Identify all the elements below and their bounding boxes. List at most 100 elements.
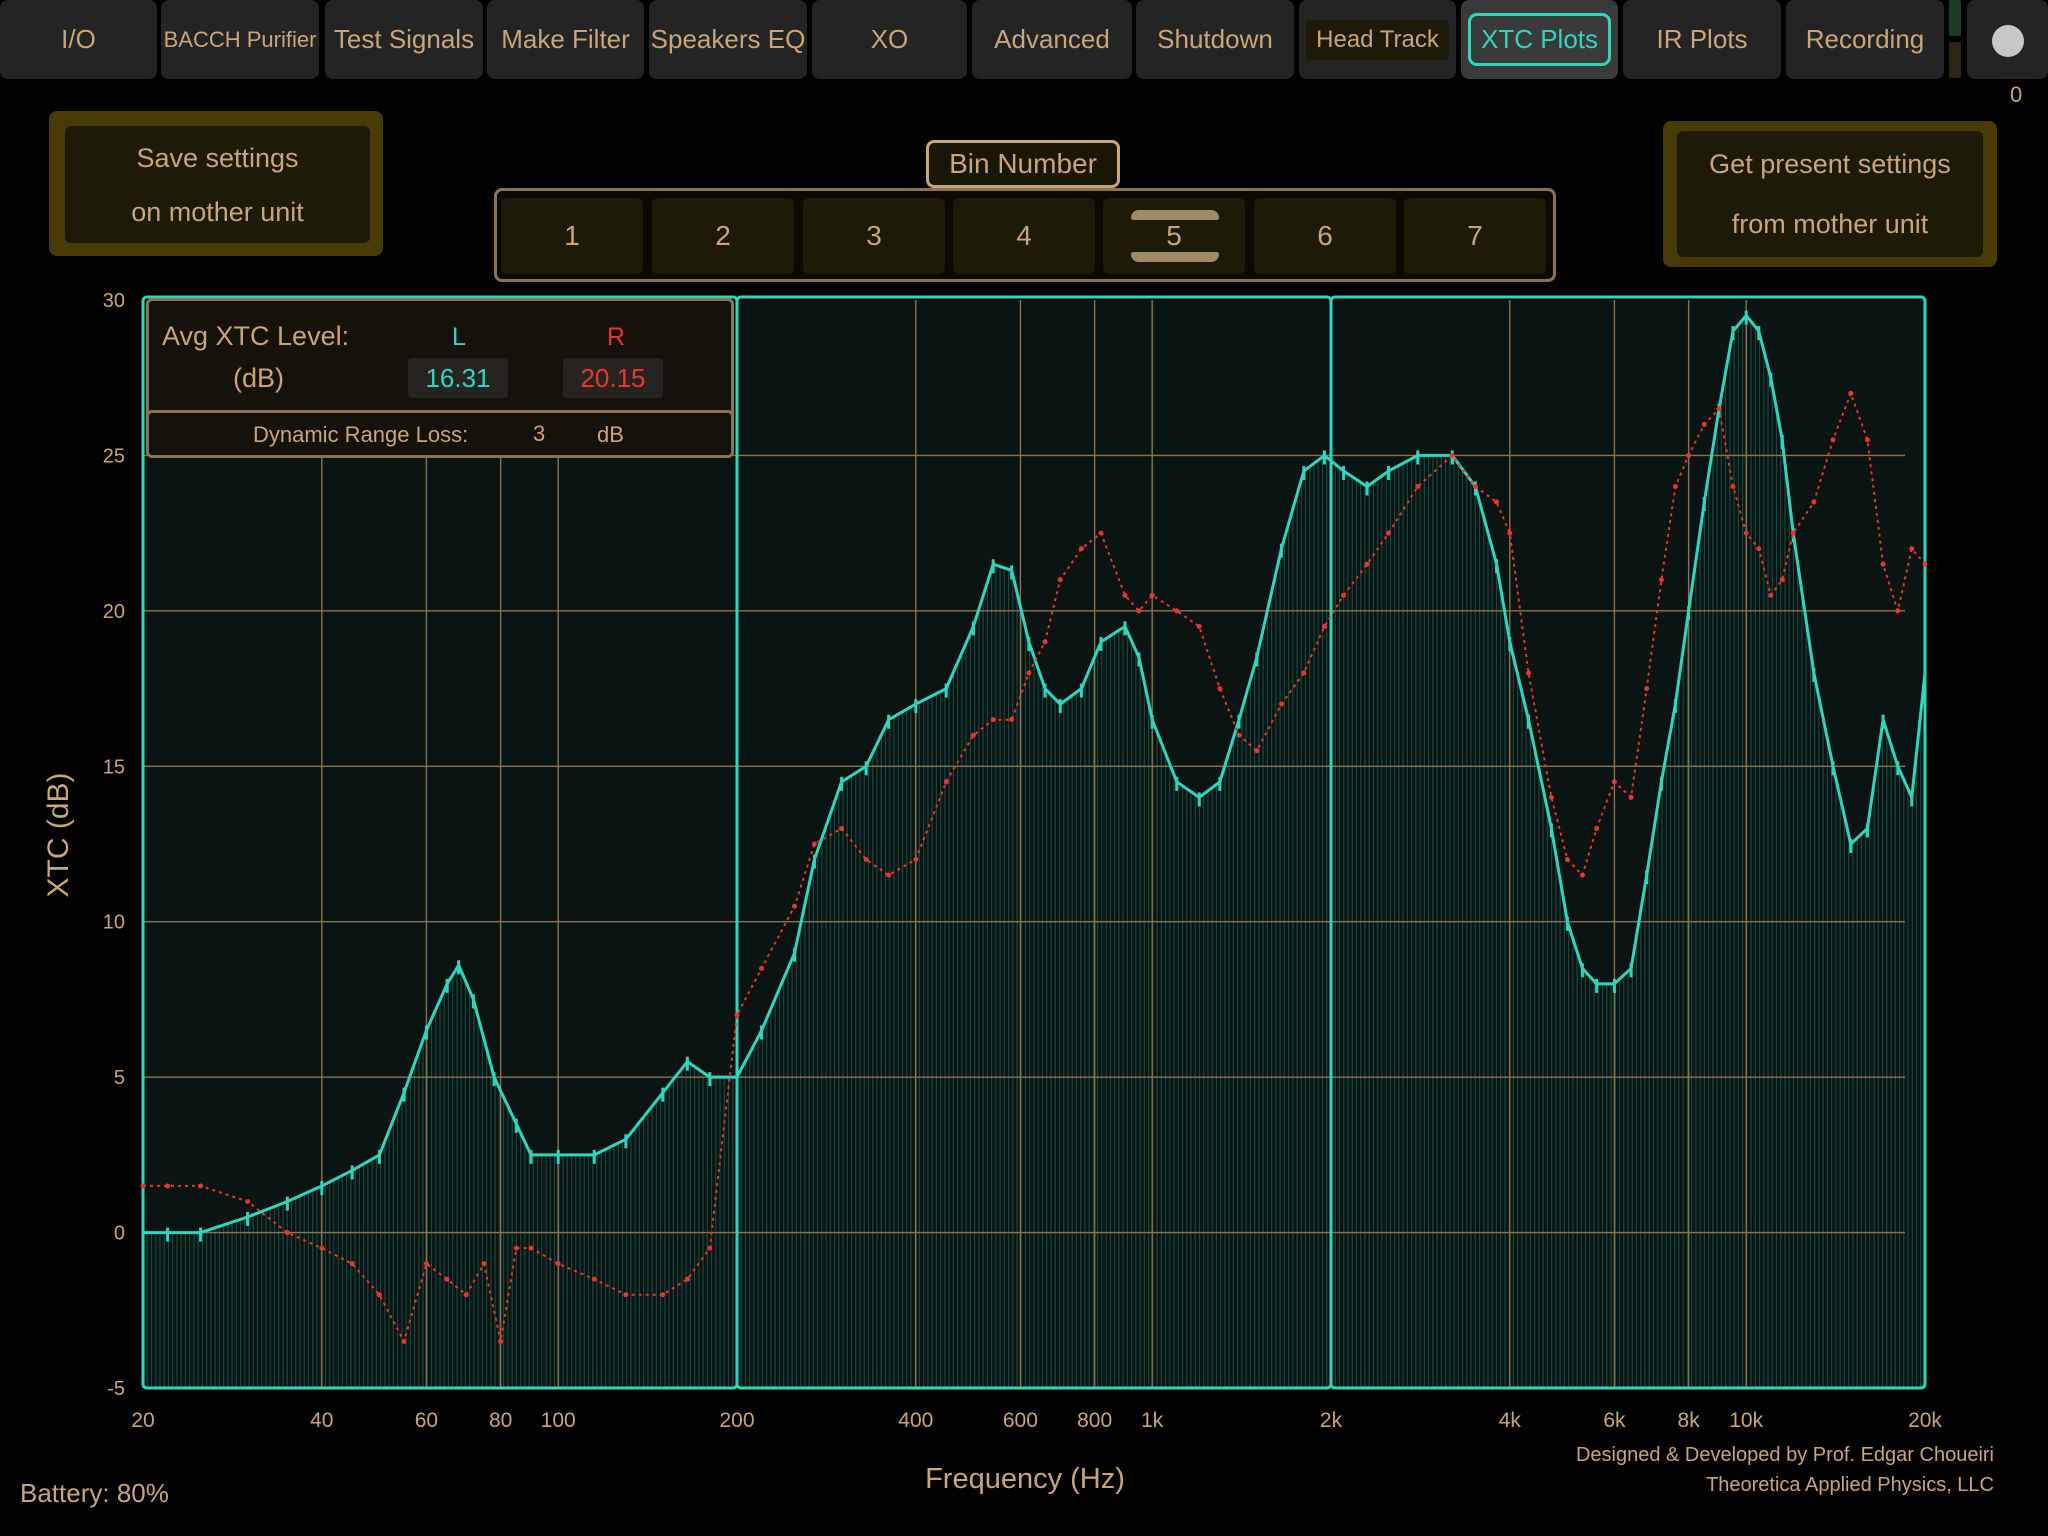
data-point-R	[792, 903, 798, 909]
save-settings-line2: on mother unit	[131, 196, 304, 227]
data-point-R	[1136, 608, 1142, 614]
credit-company: Theoretica Applied Physics, LLC	[1706, 1474, 1994, 1496]
data-point-R	[1895, 608, 1901, 614]
data-point-R	[165, 1183, 171, 1189]
battery-status: Battery: 80%	[20, 1478, 169, 1508]
data-point-R	[1149, 592, 1155, 598]
data-point-R	[886, 872, 892, 878]
data-point-R	[1415, 484, 1421, 490]
x-tick-label: 2k	[1320, 1409, 1343, 1432]
data-point-R	[1217, 686, 1223, 692]
data-point-R	[1525, 670, 1531, 676]
x-tick-label: 10k	[1729, 1409, 1763, 1432]
right-channel-label: R	[607, 323, 626, 351]
bin-button-2[interactable]: 2	[652, 198, 794, 274]
data-point-R	[970, 732, 976, 738]
get-settings-line1: Get present settings	[1709, 149, 1951, 179]
tab-io[interactable]: I/O	[0, 0, 157, 79]
data-point-R	[1042, 639, 1048, 645]
bin-button-4[interactable]: 4	[953, 198, 1095, 274]
tab-shutdown[interactable]: Shutdown	[1136, 0, 1294, 79]
data-point-R	[1779, 577, 1785, 583]
data-point-R	[734, 1012, 740, 1018]
drl-value: 3	[533, 421, 546, 446]
data-point-R	[1848, 390, 1854, 396]
y-tick-label: 0	[114, 1223, 125, 1245]
data-point-R	[707, 1245, 713, 1251]
x-tick-label: 100	[541, 1409, 576, 1432]
data-point-R	[1594, 825, 1600, 831]
plot-series	[140, 310, 1928, 1345]
tab-label: Make Filter	[501, 24, 630, 54]
y-axis-label: XTC (dB)	[42, 772, 75, 897]
tab-label: Recording	[1805, 24, 1925, 54]
data-point-R	[1386, 530, 1392, 536]
data-point-R	[1611, 779, 1617, 785]
x-tick-label: 200	[719, 1409, 754, 1432]
data-point-R	[1686, 452, 1692, 458]
tab-make-filter[interactable]: Make Filter	[487, 0, 644, 79]
data-point-R	[1701, 421, 1707, 427]
data-point-R	[1449, 452, 1455, 458]
tab-label: Advanced	[994, 24, 1110, 54]
tab-bacch-purifier[interactable]: BACCH Purifier	[161, 0, 319, 79]
data-point-R	[349, 1261, 355, 1267]
data-point-R	[498, 1338, 504, 1344]
tab-xtc-plots[interactable]: XTC Plots	[1461, 0, 1618, 79]
data-point-R	[245, 1198, 251, 1204]
get-settings-line2: from mother unit	[1731, 209, 1929, 239]
x-tick-label: 40	[310, 1409, 333, 1432]
tab-label: XO	[870, 24, 909, 54]
bin-button-3[interactable]: 3	[803, 198, 945, 274]
save-settings-button[interactable]: Save settings on mother unit	[65, 126, 370, 243]
data-point-R	[1768, 592, 1774, 598]
credit-designer: Designed & Developed by Prof. Edgar Chou…	[1575, 1444, 1994, 1466]
tab-label: BACCH Purifier	[163, 26, 317, 52]
x-tick-label: 60	[415, 1409, 438, 1432]
bin-selected-marker-bottom	[1131, 252, 1219, 262]
tab-head-track[interactable]: Head Track	[1299, 0, 1456, 79]
data-point-R	[863, 857, 869, 863]
data-point-R	[1278, 701, 1284, 707]
avg-xtc-title: Avg XTC Level:	[162, 321, 350, 351]
data-point-R	[401, 1338, 407, 1344]
bin-button-6[interactable]: 6	[1254, 198, 1396, 274]
data-point-R	[591, 1276, 597, 1282]
y-tick-label: 20	[103, 601, 125, 623]
bin-button-1[interactable]: 1	[501, 198, 643, 274]
tab-bar: I/O BACCH Purifier Test Signals Make Fil…	[0, 0, 2048, 80]
tab-xo[interactable]: XO	[812, 0, 967, 79]
y-tick-label: 10	[103, 912, 125, 934]
data-point-R	[1254, 748, 1260, 754]
tab-ir-plots[interactable]: IR Plots	[1623, 0, 1781, 79]
bin-button-label: 7	[1467, 220, 1483, 251]
data-point-R	[1174, 608, 1180, 614]
tab-recording[interactable]: Recording	[1786, 0, 1944, 79]
bin-button-7[interactable]: 7	[1404, 198, 1546, 274]
x-axis-label: Frequency (Hz)	[925, 1463, 1125, 1495]
plot-frames	[141, 295, 1927, 1390]
data-point-R	[943, 779, 949, 785]
data-point-R	[1364, 561, 1370, 567]
y-tick-label: 15	[103, 756, 125, 778]
bin-button-5[interactable]: 5	[1103, 198, 1245, 274]
tab-test-signals[interactable]: Test Signals	[325, 0, 483, 79]
y-tick-label: 25	[103, 445, 125, 467]
get-settings-button[interactable]: Get present settings from mother unit	[1677, 131, 1983, 257]
x-tick-label: 20	[131, 1409, 154, 1432]
x-tick-labels: 20 40 60 80 100 200 400 600 800 1k 2k 4k 6k 8k 10k 20k	[131, 1409, 1942, 1432]
data-point-R	[1301, 670, 1307, 676]
data-point-R	[839, 825, 845, 831]
tab-advanced[interactable]: Advanced	[972, 0, 1132, 79]
save-settings-line1: Save settings	[136, 142, 299, 173]
x-tick-label: 6k	[1603, 1409, 1626, 1432]
tab-speakers-eq[interactable]: Speakers EQ	[649, 0, 807, 79]
data-point-R	[623, 1292, 629, 1298]
data-point-R	[684, 1276, 690, 1282]
data-point-R	[1790, 530, 1796, 536]
data-point-R	[1057, 577, 1063, 583]
status-indicator-bottom	[1949, 42, 1961, 78]
status-button[interactable]	[1967, 0, 2048, 79]
data-point-R	[1579, 872, 1585, 878]
data-point-R	[319, 1245, 325, 1251]
